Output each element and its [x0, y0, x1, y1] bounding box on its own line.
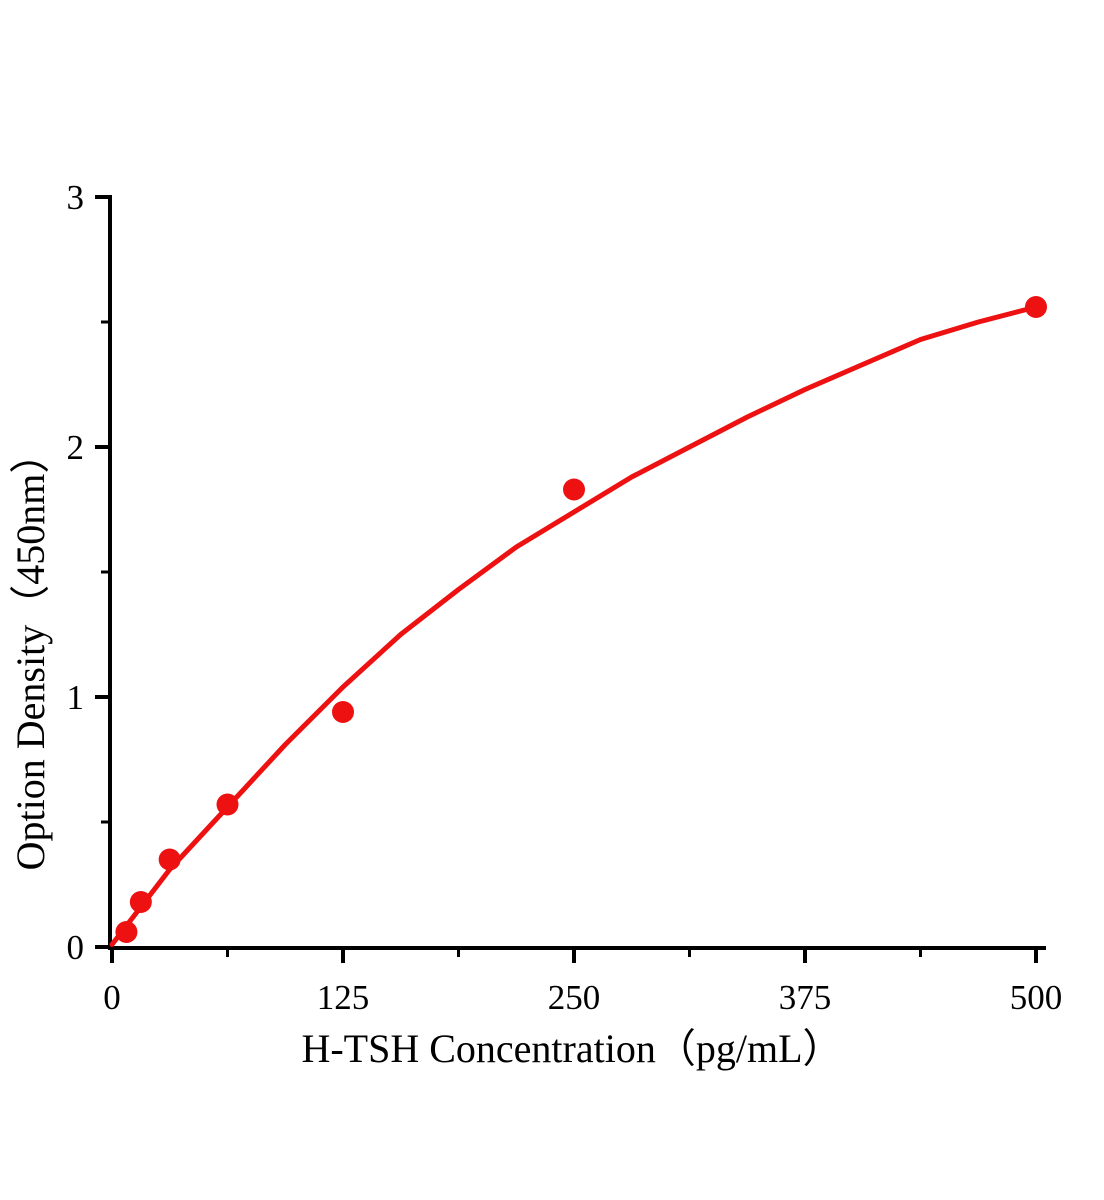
data-point — [216, 793, 239, 816]
x-axis: 0 125 250 375 500 — [103, 946, 1063, 1017]
y-tick-label: 2 — [67, 428, 85, 467]
fit-curve-line — [109, 304, 1039, 947]
x-tick-label: 250 — [548, 978, 601, 1017]
x-tick-label: 125 — [317, 978, 370, 1017]
x-tick-label: 0 — [103, 978, 121, 1017]
fit-curve-path — [109, 304, 1039, 947]
data-point — [129, 891, 152, 913]
x-axis-title: H-TSH Concentration（pg/mL） — [301, 1026, 842, 1071]
data-point — [563, 478, 585, 501]
y-tick-label: 3 — [67, 178, 85, 217]
y-axis-title: Option Density（450nm） — [8, 434, 53, 871]
data-point — [115, 921, 138, 943]
y-tick-label: 0 — [67, 928, 85, 967]
data-points — [115, 296, 1047, 943]
y-axis: 0 1 2 3 — [67, 178, 112, 967]
x-tick-label: 375 — [779, 978, 832, 1017]
y-tick-label: 1 — [67, 678, 85, 717]
x-tick-label: 500 — [1010, 978, 1063, 1017]
data-point — [1025, 296, 1047, 318]
data-point — [158, 848, 181, 871]
data-point — [332, 701, 354, 723]
